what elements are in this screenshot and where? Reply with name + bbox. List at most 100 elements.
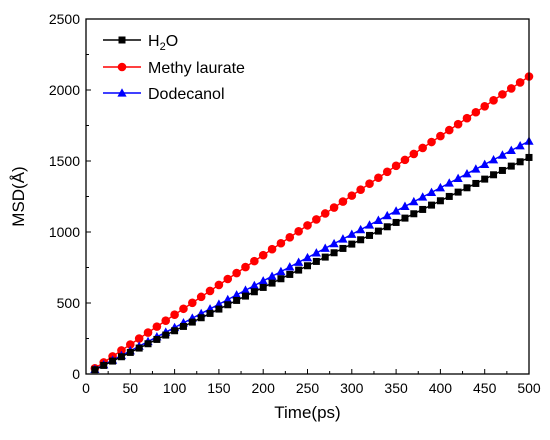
data-point <box>312 215 321 224</box>
data-point <box>250 256 259 266</box>
data-point <box>445 192 453 200</box>
data-point <box>162 331 170 339</box>
data-point <box>471 107 481 117</box>
y-tick-label: 0 <box>72 366 80 382</box>
series-layer <box>90 72 534 374</box>
data-point <box>418 143 427 153</box>
x-tick-label: 200 <box>252 380 276 396</box>
data-point <box>179 304 188 314</box>
data-point <box>409 149 419 159</box>
data-point <box>481 175 489 183</box>
data-point <box>144 340 152 348</box>
data-point <box>117 346 126 355</box>
data-point <box>347 191 357 200</box>
data-point <box>444 178 454 187</box>
data-point <box>126 348 134 356</box>
y-tick-label: 1500 <box>49 153 80 169</box>
legend-marker <box>117 88 127 97</box>
legend-item: H2O <box>103 33 178 53</box>
data-point <box>426 187 437 196</box>
data-point <box>206 309 214 317</box>
data-point <box>179 322 187 330</box>
data-point <box>392 218 400 226</box>
x-axis-title: Time(ps) <box>274 403 340 422</box>
data-point <box>364 220 375 229</box>
data-point <box>134 334 144 343</box>
x-tick-label: 350 <box>384 380 408 396</box>
data-point <box>109 357 117 365</box>
data-point <box>321 253 329 261</box>
data-point <box>143 328 153 337</box>
data-point <box>171 327 179 335</box>
data-point <box>497 150 508 159</box>
data-point <box>435 182 445 192</box>
legend-label: Methy laurate <box>148 60 245 77</box>
data-point <box>463 184 471 192</box>
data-point <box>365 179 374 189</box>
data-point <box>444 125 454 135</box>
data-point <box>418 192 428 201</box>
data-point <box>374 227 382 235</box>
data-point <box>356 224 366 234</box>
data-point <box>382 167 392 177</box>
data-point <box>400 155 410 165</box>
x-tick-label: 500 <box>517 380 541 396</box>
data-point <box>506 84 516 93</box>
data-point <box>259 283 267 291</box>
x-tick-label: 50 <box>123 380 139 396</box>
data-point <box>91 366 99 374</box>
data-point <box>462 113 472 123</box>
data-point <box>294 227 303 236</box>
data-point <box>498 90 507 99</box>
data-point <box>285 233 295 242</box>
data-point <box>188 318 196 326</box>
data-point <box>427 137 436 147</box>
data-point <box>480 159 490 169</box>
data-point <box>471 164 481 173</box>
data-point <box>382 210 392 220</box>
data-point <box>356 185 365 194</box>
data-point <box>320 243 330 252</box>
data-point <box>515 78 525 87</box>
x-tick-label: 0 <box>82 380 90 396</box>
legend-label: H2O <box>148 33 178 53</box>
data-point <box>391 161 401 171</box>
data-point <box>277 275 285 283</box>
data-point <box>338 197 348 206</box>
data-point <box>153 335 161 343</box>
data-point <box>472 179 480 187</box>
data-point <box>329 238 339 248</box>
legend-item: Methy laurate <box>103 60 245 77</box>
data-point <box>338 234 348 243</box>
x-tick-label: 300 <box>340 380 364 396</box>
data-point <box>249 280 259 290</box>
data-point <box>302 252 313 262</box>
data-point <box>304 262 311 270</box>
data-point <box>285 262 295 271</box>
data-point <box>348 240 356 248</box>
data-point <box>205 286 215 296</box>
data-point <box>100 361 108 369</box>
data-point <box>312 257 320 265</box>
data-point <box>489 96 498 105</box>
data-point <box>258 250 268 260</box>
data-point <box>409 196 419 206</box>
data-point <box>188 298 197 308</box>
legend-item: Dodecanol <box>103 86 225 103</box>
data-point <box>428 201 436 209</box>
data-point <box>196 292 206 302</box>
data-point <box>410 210 418 218</box>
legend-label: Dodecanol <box>148 86 225 103</box>
data-point <box>135 344 143 352</box>
data-point <box>267 271 277 280</box>
data-point <box>197 314 205 322</box>
x-tick-label: 250 <box>296 380 320 396</box>
x-tick-label: 150 <box>207 380 231 396</box>
y-tick-label: 1000 <box>49 224 80 240</box>
data-point <box>454 188 462 196</box>
legend-marker <box>118 36 126 44</box>
data-point <box>488 154 499 164</box>
data-point <box>366 231 374 239</box>
data-point <box>152 322 162 331</box>
